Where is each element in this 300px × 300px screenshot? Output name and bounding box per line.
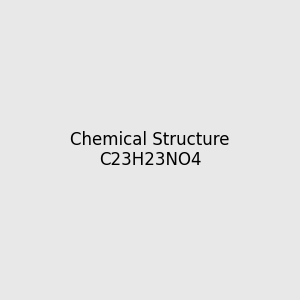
Text: Chemical Structure
C23H23NO4: Chemical Structure C23H23NO4 [70,130,230,170]
